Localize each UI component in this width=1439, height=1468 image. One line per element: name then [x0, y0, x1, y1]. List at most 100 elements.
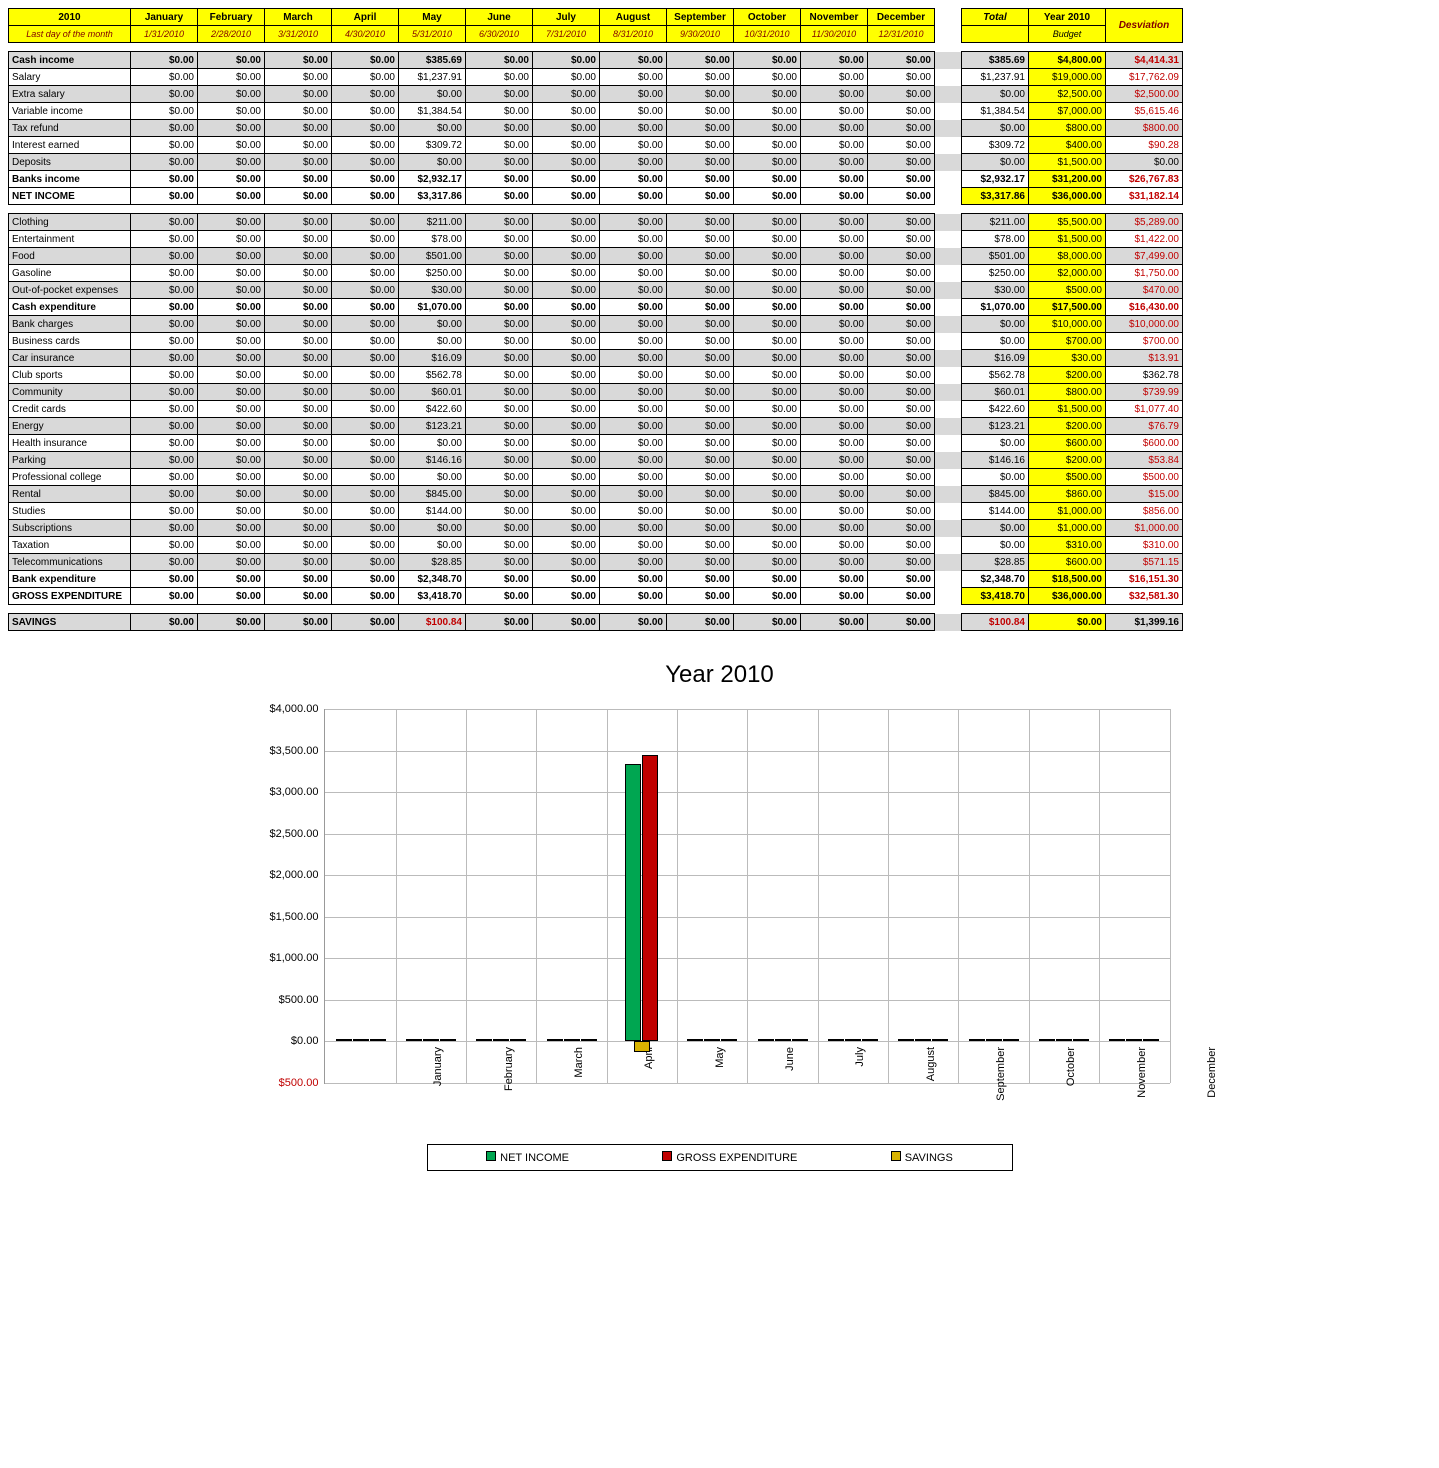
cell: $0.00 [801, 537, 868, 554]
bar-group [888, 709, 958, 1083]
cell: $0.00 [131, 231, 198, 248]
cell: $0.00 [198, 137, 265, 154]
bar [1039, 1039, 1055, 1041]
cell: $0.00 [533, 231, 600, 248]
bar [564, 1039, 580, 1041]
cell-total: $28.85 [962, 554, 1029, 571]
cell-budget: $0.00 [1029, 614, 1106, 631]
y-axis: $4,000.00$3,500.00$3,000.00$2,500.00$2,0… [270, 709, 325, 1083]
cell: $0.00 [801, 452, 868, 469]
bar [406, 1039, 422, 1041]
cell: $0.00 [734, 316, 801, 333]
cell: $0.00 [533, 537, 600, 554]
bar-group [1099, 709, 1169, 1083]
cell-dev: $10,000.00 [1106, 316, 1183, 333]
cell-total: $3,317.86 [962, 188, 1029, 205]
cell: $0.00 [332, 214, 399, 231]
hdr-date: 10/31/2010 [734, 26, 801, 43]
cell: $0.00 [667, 214, 734, 231]
hdr-date: 9/30/2010 [667, 26, 734, 43]
cell: $0.00 [265, 231, 332, 248]
cell: $0.00 [801, 188, 868, 205]
cell: $0.00 [332, 137, 399, 154]
cell: $0.00 [533, 188, 600, 205]
row-label: SAVINGS [9, 614, 131, 631]
cell: $0.00 [667, 69, 734, 86]
cell: $0.00 [533, 69, 600, 86]
cell: $0.00 [734, 120, 801, 137]
row-label: Entertainment [9, 231, 131, 248]
bar [634, 1041, 650, 1051]
cell: $0.00 [801, 486, 868, 503]
bar [775, 1039, 791, 1041]
cell-total: $3,418.70 [962, 588, 1029, 605]
cell-total: $422.60 [962, 401, 1029, 418]
cell: $0.00 [667, 418, 734, 435]
cell: $0.00 [600, 520, 667, 537]
cell: $0.00 [131, 333, 198, 350]
cell: $0.00 [466, 282, 533, 299]
cell: $0.00 [868, 316, 935, 333]
cell: $0.00 [734, 537, 801, 554]
cell: $0.00 [801, 367, 868, 384]
cell: $0.00 [131, 452, 198, 469]
cell: $0.00 [734, 265, 801, 282]
cell: $0.00 [600, 350, 667, 367]
cell: $16.09 [399, 350, 466, 367]
cell-dev: $700.00 [1106, 333, 1183, 350]
cell: $0.00 [868, 588, 935, 605]
cell: $0.00 [667, 154, 734, 171]
table-row: Extra salary$0.00$0.00$0.00$0.00$0.00$0.… [9, 86, 1183, 103]
cell: $0.00 [533, 401, 600, 418]
table-row: GROSS EXPENDITURE$0.00$0.00$0.00$0.00$3,… [9, 588, 1183, 605]
cell: $0.00 [131, 69, 198, 86]
bar-group [396, 709, 466, 1083]
cell: $0.00 [332, 86, 399, 103]
cell: $0.00 [265, 486, 332, 503]
row-label: GROSS EXPENDITURE [9, 588, 131, 605]
cell: $0.00 [399, 86, 466, 103]
bar-group [1029, 709, 1099, 1083]
cell: $0.00 [868, 571, 935, 588]
row-label: Variable income [9, 103, 131, 120]
cell: $0.00 [533, 265, 600, 282]
hdr-month: December [868, 9, 935, 26]
cell: $501.00 [399, 248, 466, 265]
cell: $0.00 [801, 614, 868, 631]
cell-total: $146.16 [962, 452, 1029, 469]
cell: $0.00 [801, 571, 868, 588]
cell: $0.00 [131, 418, 198, 435]
cell: $0.00 [466, 69, 533, 86]
cell: $0.00 [801, 154, 868, 171]
cell: $0.00 [801, 52, 868, 69]
cell: $2,932.17 [399, 171, 466, 188]
bar [792, 1039, 808, 1041]
cell: $0.00 [667, 86, 734, 103]
cell: $0.00 [600, 418, 667, 435]
cell: $0.00 [332, 333, 399, 350]
hdr-total: Total [962, 9, 1029, 26]
row-label: Rental [9, 486, 131, 503]
row-label: NET INCOME [9, 188, 131, 205]
cell-dev: $16,151.30 [1106, 571, 1183, 588]
cell: $0.00 [332, 316, 399, 333]
cell: $0.00 [198, 537, 265, 554]
bar [845, 1039, 861, 1041]
bar [721, 1039, 737, 1041]
bar [687, 1039, 703, 1041]
budget-table: 2010JanuaryFebruaryMarchAprilMayJuneJuly… [8, 8, 1183, 631]
bar [1143, 1039, 1159, 1041]
cell: $0.00 [734, 282, 801, 299]
cell: $0.00 [868, 248, 935, 265]
chart: Year 2010$4,000.00$3,500.00$3,000.00$2,5… [270, 661, 1170, 1171]
cell: $0.00 [332, 486, 399, 503]
cell: $0.00 [801, 350, 868, 367]
bar [370, 1039, 386, 1041]
cell-dev: $800.00 [1106, 120, 1183, 137]
cell: $0.00 [533, 486, 600, 503]
cell: $0.00 [466, 231, 533, 248]
cell: $0.00 [131, 435, 198, 452]
cell: $0.00 [667, 469, 734, 486]
table-row: Community$0.00$0.00$0.00$0.00$60.01$0.00… [9, 384, 1183, 401]
cell-budget: $310.00 [1029, 537, 1106, 554]
